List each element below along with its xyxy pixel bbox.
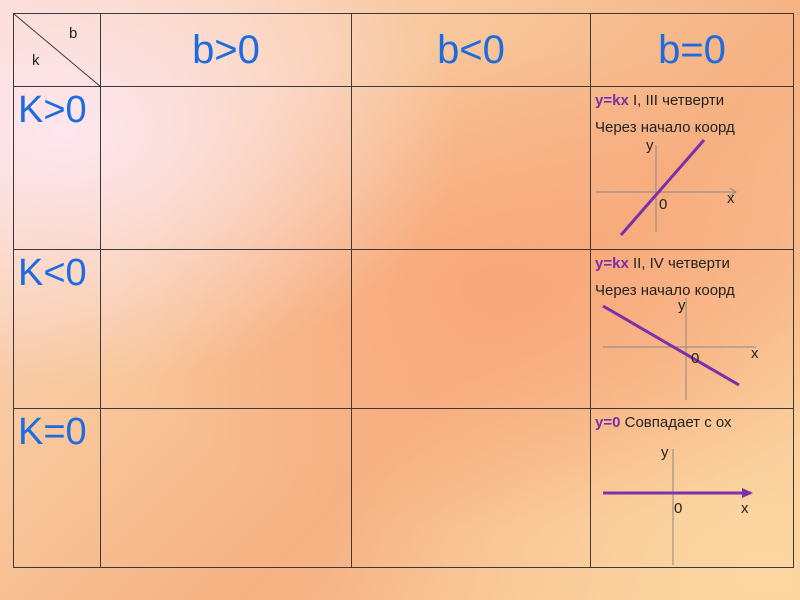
axis-label-x: x [751,345,759,362]
quadrants-label: II, IV четверти [632,255,730,273]
header-row: b k b>0 b<0 b=0 [13,12,794,88]
row-label-k-negative: K<0 [13,249,101,409]
quadrants-label: I, III четверти [632,92,725,110]
corner-label-b: b [69,25,78,42]
cell-note: y=0 Совпадает с ох [591,409,793,430]
row-k-zero: K=0 y=0 Совпадает с ох y x 0 [13,407,794,569]
cell-k-positive-b-negative [351,86,591,251]
cell-k-negative-b-negative [351,249,591,409]
line-arrow-icon [742,487,753,498]
function-line [619,139,706,237]
cell-k-zero-b-negative [351,407,591,569]
header-b-negative: b<0 [351,12,591,88]
x-axis-arrow-icon [729,187,737,197]
equation-label: y=kx [595,92,629,110]
equation-label: y=0 [595,413,621,431]
cell-k-positive-b-positive [100,86,352,251]
graph-decreasing: y x 0 [602,297,759,401]
row-label-k-zero: K=0 [13,407,101,569]
function-line [602,305,740,387]
corner-label-k: k [32,52,40,69]
row-k-negative: K<0 y=kx II, IV четверти Через начало ко… [13,249,794,409]
axis-label-y: y [661,444,669,461]
graph-constant: y x 0 [603,444,753,565]
cell-k-zero-b-positive [100,407,352,569]
corner-cell: b k [13,12,101,88]
cell-k-positive-b-zero: y=kx I, III четверти Через начало коорд … [590,86,794,251]
origin-note: Через начало коорд [595,119,735,137]
origin-label: 0 [659,196,667,213]
axis-label-x: x [727,190,735,207]
axis-label-x: x [741,500,749,517]
function-table: b k b>0 b<0 b=0 K>0 y=kx I, III четверти… [13,12,794,569]
header-b-zero: b=0 [590,12,794,88]
quadrants-label: Совпадает с ох [624,413,732,431]
axis-label-y: y [678,297,686,314]
header-b-positive: b>0 [100,12,352,88]
row-label-k-positive: K>0 [13,86,101,251]
cell-k-zero-b-zero: y=0 Совпадает с ох y x 0 [590,407,794,569]
cell-k-negative-b-zero: y=kx II, IV четверти Через начало коорд … [590,249,794,409]
origin-note: Через начало коорд [595,282,735,300]
axis-label-y: y [646,137,654,154]
origin-label: 0 [691,350,699,367]
cell-note: y=kx II, IV четверти Через начало коорд [591,250,793,298]
cell-note: y=kx I, III четверти Через начало коорд [591,87,793,135]
row-k-positive: K>0 y=kx I, III четверти Через начало ко… [13,86,794,251]
origin-label: 0 [674,500,682,517]
equation-label: y=kx [595,255,629,273]
graph-increasing: y x 0 [596,137,737,237]
cell-k-negative-b-positive [100,249,352,409]
corner-diagonal [14,14,100,87]
